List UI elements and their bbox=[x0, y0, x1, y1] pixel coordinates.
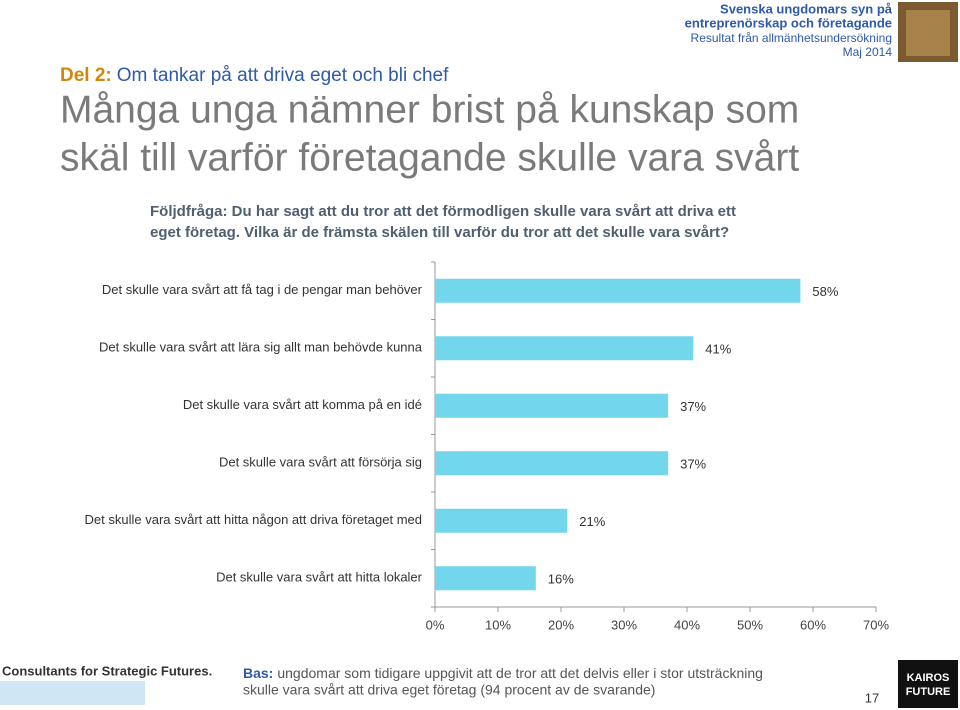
x-tick-label: 20% bbox=[548, 617, 574, 632]
header-line: Svenska ungdomars syn på bbox=[720, 1, 893, 16]
header-line: Resultat från allmänhetsundersökning bbox=[691, 31, 892, 45]
bar bbox=[435, 393, 669, 418]
value-label: 37% bbox=[680, 399, 706, 414]
bar bbox=[435, 508, 568, 533]
header-line: Maj 2014 bbox=[843, 45, 893, 59]
section-text: Om tankar på att driva eget och bli chef bbox=[117, 65, 449, 86]
x-tick-label: 0% bbox=[426, 617, 445, 632]
bar bbox=[435, 451, 669, 476]
header-image-detail bbox=[906, 10, 950, 56]
section: Del 2: Om tankar på att driva eget och bl… bbox=[60, 65, 449, 86]
tagline: Consultants for Strategic Futures. bbox=[2, 663, 212, 678]
category-label: Det skulle vara svårt att få tag i de pe… bbox=[102, 282, 423, 297]
question-line: Följdfråga: Du har sagt att du tror att … bbox=[150, 203, 736, 220]
bar bbox=[435, 566, 536, 591]
base-line: Bas: ungdomar som tidigare uppgivit att d… bbox=[243, 665, 763, 681]
x-tick-label: 30% bbox=[611, 617, 637, 632]
page-number: 17 bbox=[865, 690, 879, 705]
value-label: 37% bbox=[680, 457, 706, 472]
logo-text: FUTURE bbox=[906, 686, 951, 698]
base-text: skulle vara svårt att driva eget företag… bbox=[243, 682, 655, 698]
base-text: ungdomar som tidigare uppgivit att de tr… bbox=[277, 665, 763, 681]
section-label: Del 2: bbox=[60, 65, 112, 86]
question-line: eget företag. Vilka är de främsta skälen… bbox=[150, 224, 729, 241]
logo bbox=[898, 660, 958, 708]
category-label: Det skulle vara svårt att hitta lokaler bbox=[216, 570, 423, 585]
chart: 0% 10% 20% 30% 40% 50% 60% 70% Det skulle vara s… bbox=[85, 261, 889, 632]
x-tick-label: 50% bbox=[737, 617, 763, 632]
x-tick-label: 70% bbox=[863, 617, 889, 632]
x-tick-label: 10% bbox=[485, 617, 511, 632]
category-label: Det skulle vara svårt att försörja sig bbox=[219, 455, 422, 470]
value-label: 58% bbox=[812, 284, 838, 299]
x-tick-label: 40% bbox=[674, 617, 700, 632]
base-label: Bas: bbox=[243, 665, 273, 681]
bar bbox=[435, 336, 694, 361]
category-label: Det skulle vara svårt att hitta någon at… bbox=[85, 512, 422, 527]
category-label: Det skulle vara svårt att lära sig allt … bbox=[99, 340, 423, 355]
bar bbox=[435, 278, 801, 303]
footer-band bbox=[0, 681, 145, 705]
header-line: entreprenörskap och företagande bbox=[685, 15, 892, 30]
logo-text: KAIROS bbox=[907, 672, 950, 684]
category-label: Det skulle vara svårt att komma på en id… bbox=[183, 397, 422, 412]
value-label: 16% bbox=[548, 572, 574, 587]
value-label: 21% bbox=[579, 514, 605, 529]
value-label: 41% bbox=[705, 342, 731, 357]
x-tick-label: 60% bbox=[800, 617, 826, 632]
title-line: Många unga nämner brist på kunskap som bbox=[60, 88, 799, 131]
title-line: skäl till varför företagande skulle vara… bbox=[60, 136, 799, 179]
